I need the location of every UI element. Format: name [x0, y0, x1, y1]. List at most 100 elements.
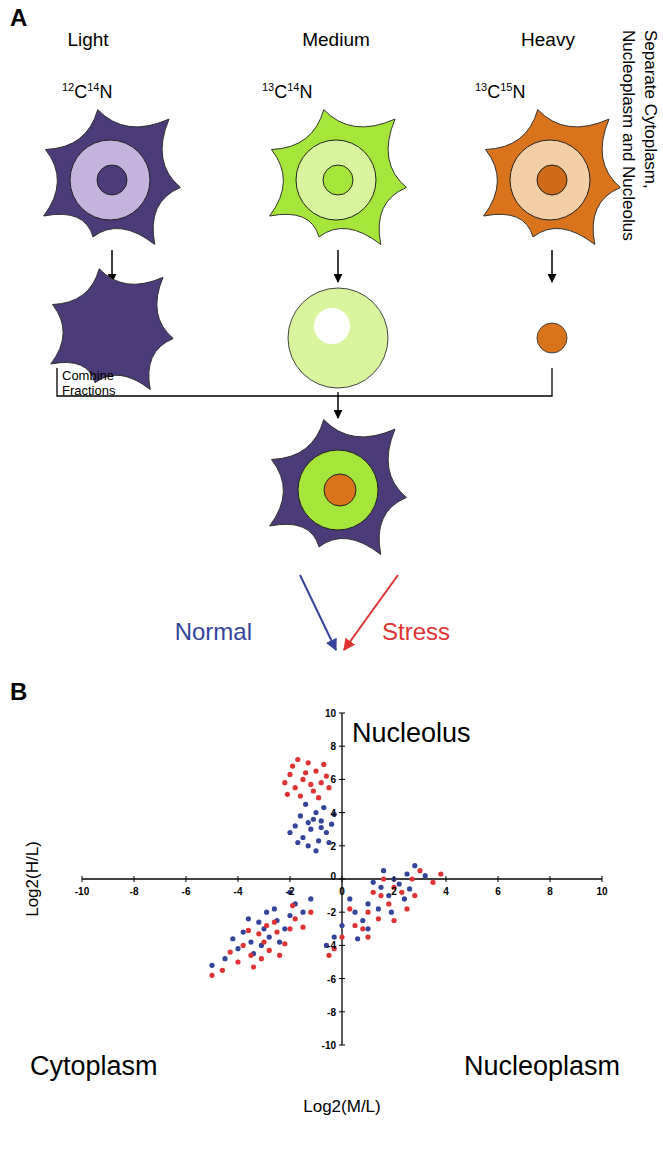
series — [209, 802, 427, 968]
combined-nucleus — [298, 450, 378, 530]
point — [381, 868, 386, 873]
y-tick-label: -4 — [327, 940, 336, 951]
combined-cell — [270, 420, 407, 555]
y-tick-label: -8 — [327, 1007, 336, 1018]
x-tick — [186, 876, 187, 882]
side-text: Separate Cytoplasm,Nucleoplasm and Nucle… — [619, 30, 660, 241]
y-tick — [339, 812, 345, 813]
x-axis-title: Log2(M/L) — [303, 1097, 380, 1116]
point — [290, 903, 295, 908]
point — [326, 785, 331, 790]
combined-nucleolus — [324, 474, 356, 506]
combine-text: Fractions — [62, 383, 116, 398]
point — [407, 886, 412, 891]
y-tick — [339, 845, 345, 846]
isotope-label: 13C15N — [475, 81, 526, 102]
nucleus — [296, 140, 376, 220]
y-tick-label: 10 — [325, 708, 337, 719]
point — [339, 935, 344, 940]
y-tick — [339, 978, 345, 979]
region-annotation: Cytoplasm — [30, 1051, 158, 1081]
point — [277, 953, 282, 958]
point — [272, 920, 277, 925]
point — [235, 946, 240, 951]
side-text-line: Nucleoplasm and Nucleolus — [619, 30, 638, 241]
point — [259, 956, 264, 961]
x-tick — [498, 876, 499, 882]
point — [332, 935, 337, 940]
x-tick — [446, 876, 447, 882]
x-tick — [134, 876, 135, 882]
x-tick-label: 4 — [443, 886, 449, 897]
point — [417, 868, 422, 873]
points — [209, 757, 443, 978]
y-tick-label: -2 — [327, 907, 336, 918]
nucleus — [70, 140, 150, 220]
point — [365, 935, 370, 940]
isotope-label: 12C14N — [62, 81, 113, 102]
connector — [337, 392, 338, 396]
point — [389, 910, 394, 915]
point — [287, 926, 292, 931]
point — [378, 885, 383, 890]
point — [290, 764, 295, 769]
point — [256, 931, 261, 936]
point — [300, 925, 305, 930]
y-tick — [339, 713, 345, 714]
point — [222, 956, 227, 961]
point — [300, 777, 305, 782]
point — [324, 830, 329, 835]
point — [313, 848, 318, 853]
point — [352, 923, 357, 928]
isotope-part: 14 — [87, 81, 99, 93]
point — [308, 896, 313, 901]
y-axis-title: Log2(H/L) — [23, 841, 42, 917]
x-tick-label: -2 — [286, 886, 295, 897]
point — [241, 943, 246, 948]
figure: ABLight12C14NMedium13C14NHeavy13C15NSepa… — [0, 0, 663, 1152]
isotope-part: C — [274, 82, 287, 102]
point — [355, 936, 360, 941]
point — [397, 881, 402, 886]
point — [230, 936, 235, 941]
point — [277, 939, 282, 944]
point — [308, 827, 313, 832]
point — [402, 896, 407, 901]
arrow — [551, 250, 553, 282]
point — [274, 930, 279, 935]
point — [267, 935, 272, 940]
point — [378, 893, 383, 898]
point — [352, 910, 357, 915]
point — [264, 923, 269, 928]
point — [287, 913, 292, 918]
column-label: Heavy — [521, 29, 575, 50]
x-tick-label: 8 — [547, 886, 553, 897]
cytoplasm-fraction — [51, 269, 173, 390]
nucleoplasm-hole — [314, 308, 350, 344]
point — [261, 939, 266, 944]
y-tick-label: 8 — [330, 741, 336, 752]
nucleolus-fraction — [537, 323, 567, 353]
arrow — [337, 396, 339, 418]
combine-text: Combine — [62, 368, 114, 383]
point — [235, 959, 240, 964]
point — [248, 939, 253, 944]
point — [264, 910, 269, 915]
point — [321, 762, 326, 767]
nucleolus — [97, 165, 127, 195]
point — [319, 818, 324, 823]
panel-label: A — [10, 4, 27, 31]
x-tick-label: 6 — [495, 886, 501, 897]
x-tick-label: -8 — [130, 886, 139, 897]
x-tick — [82, 876, 83, 882]
y-tick — [339, 945, 345, 946]
point — [360, 926, 365, 931]
point — [282, 780, 287, 785]
point — [300, 835, 305, 840]
point — [339, 923, 344, 928]
point — [209, 963, 214, 968]
point — [282, 941, 287, 946]
legend-entry: Normal — [175, 618, 252, 645]
arrow — [337, 250, 339, 282]
point — [365, 910, 370, 915]
